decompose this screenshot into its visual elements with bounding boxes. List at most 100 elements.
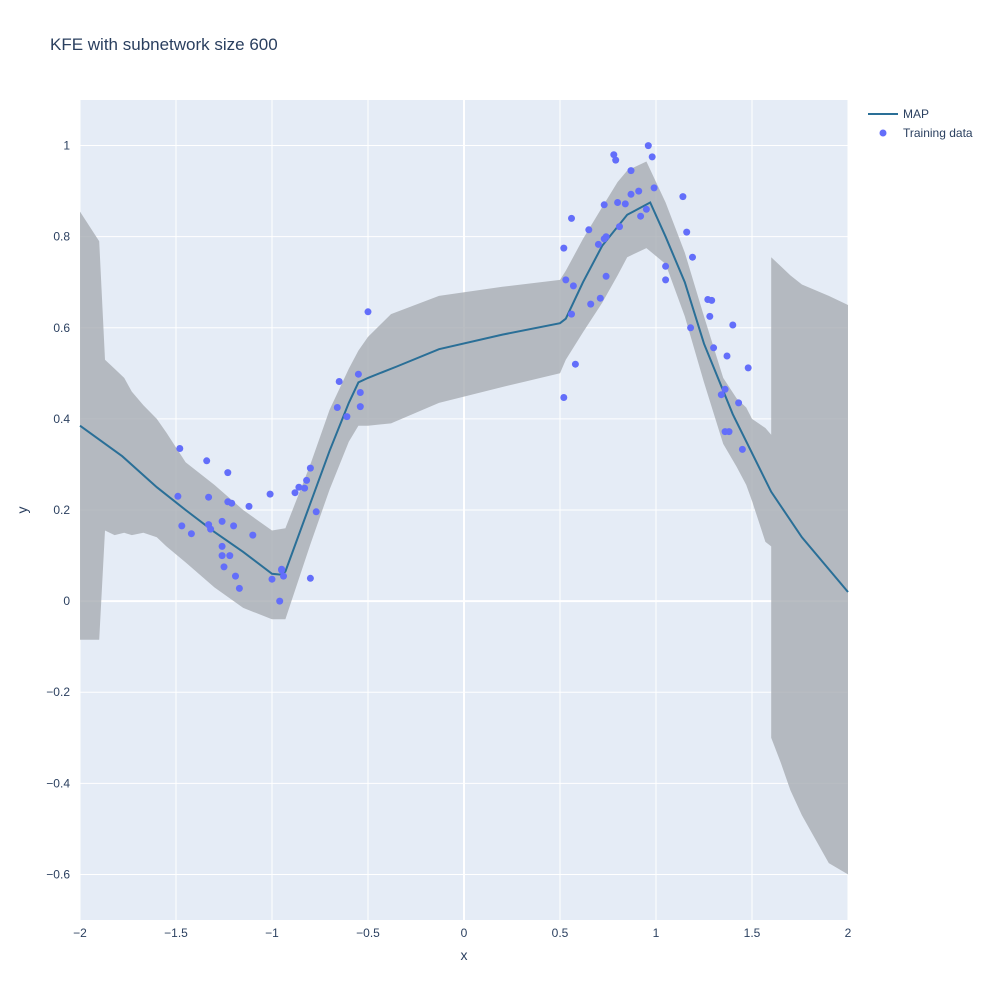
- training-data-point: [637, 212, 645, 220]
- training-data-point: [717, 391, 725, 399]
- y-tick-label: 1: [63, 139, 70, 153]
- legend-training-data-label: Training data: [903, 126, 973, 140]
- training-data-point: [301, 484, 309, 492]
- training-data-point: [218, 552, 226, 560]
- training-data-point: [710, 344, 718, 352]
- training-data-point: [218, 542, 226, 550]
- training-data-point: [187, 530, 195, 538]
- y-tick-label: −0.4: [46, 776, 70, 790]
- training-data-point: [744, 364, 752, 372]
- training-data-point: [644, 142, 652, 150]
- y-tick-label: −0.6: [46, 867, 70, 881]
- training-data-point: [616, 223, 623, 231]
- uncertainty-band: [80, 161, 848, 875]
- training-data-point: [602, 272, 610, 280]
- training-data-point: [333, 404, 341, 411]
- training-data-point: [249, 531, 257, 539]
- y-tick-label: 0.2: [53, 503, 70, 517]
- training-data-point: [642, 205, 650, 213]
- training-data-point: [218, 517, 226, 525]
- training-data-point: [706, 312, 714, 320]
- legend[interactable]: MAP Training data: [868, 107, 973, 140]
- training-data-point: [295, 483, 303, 491]
- y-tick-label: 0.8: [53, 230, 70, 244]
- training-data-point: [585, 226, 593, 234]
- training-data-point: [245, 502, 253, 510]
- training-data-point: [708, 296, 716, 304]
- legend-map-label: MAP: [903, 107, 929, 121]
- training-data-point: [687, 324, 695, 332]
- training-data-point: [224, 469, 232, 477]
- training-data-point: [280, 572, 287, 580]
- x-tick-label: −0.5: [356, 926, 380, 940]
- y-tick-label: 0: [63, 594, 70, 608]
- training-data-point: [343, 413, 351, 421]
- y-tick-label: 0.4: [53, 412, 70, 426]
- x-tick-label: 1: [653, 926, 660, 940]
- training-data-point: [364, 308, 372, 316]
- y-axis-label: y: [14, 507, 30, 514]
- training-points-layer: [174, 142, 752, 605]
- training-data-point: [621, 200, 629, 208]
- training-data-point: [594, 240, 602, 248]
- x-axis-label: x: [461, 947, 468, 963]
- y-axis-ticks: −0.6 −0.4 −0.2 0 0.2 0.4 0.6 0.8 1: [46, 139, 70, 882]
- training-data-point: [356, 403, 364, 411]
- training-data-point: [600, 201, 608, 209]
- training-data-point: [178, 522, 186, 530]
- training-data-point: [587, 300, 595, 308]
- y-tick-label: 0.6: [53, 321, 70, 335]
- training-data-point: [205, 493, 213, 501]
- training-data-point: [662, 262, 670, 270]
- training-data-point: [569, 282, 577, 290]
- training-data-point: [354, 370, 362, 378]
- training-data-point: [738, 445, 746, 453]
- grid: [79, 100, 849, 920]
- chart-title: KFE with subnetwork size 600: [50, 35, 278, 54]
- training-data-point: [725, 428, 733, 436]
- training-data-point: [679, 193, 687, 201]
- x-axis-ticks: −2 −1.5 −1 −0.5 0 0.5 1 1.5 2: [73, 926, 852, 940]
- legend-training-data-swatch: [879, 129, 887, 137]
- training-data-point: [228, 499, 236, 507]
- x-tick-label: −1: [265, 926, 279, 940]
- training-data-point: [303, 476, 311, 484]
- training-data-point: [203, 457, 211, 465]
- training-data-point: [662, 276, 670, 284]
- training-data-point: [174, 492, 182, 500]
- training-data-point: [729, 321, 737, 329]
- training-data-point: [230, 522, 238, 530]
- x-tick-label: −2: [73, 926, 87, 940]
- training-data-point: [562, 276, 570, 284]
- training-data-point: [614, 199, 622, 206]
- training-data-point: [207, 525, 215, 533]
- training-data-point: [266, 490, 274, 498]
- map-line-layer: [79, 201, 849, 593]
- training-data-point: [276, 597, 284, 605]
- training-data-point: [220, 563, 228, 571]
- training-data-point: [612, 156, 620, 164]
- training-data-point: [627, 167, 635, 175]
- training-data-point: [721, 385, 729, 393]
- x-tick-label: 1.5: [744, 926, 761, 940]
- training-data-point: [268, 575, 276, 583]
- legend-item-map[interactable]: MAP: [868, 107, 929, 121]
- training-data-point: [689, 253, 696, 261]
- training-data-point: [306, 574, 314, 582]
- training-data-point: [335, 378, 343, 385]
- training-data-point: [571, 360, 579, 368]
- training-data-point: [723, 352, 731, 360]
- legend-item-training-data[interactable]: Training data: [879, 126, 973, 140]
- training-data-point: [560, 394, 568, 401]
- x-tick-label: 0: [461, 926, 468, 940]
- training-data-point: [235, 584, 243, 592]
- training-data-point: [568, 310, 575, 318]
- map-line: [79, 201, 849, 593]
- training-data-point: [312, 508, 320, 516]
- training-data-point: [610, 151, 618, 159]
- training-data-point: [176, 445, 184, 452]
- x-tick-label: 0.5: [552, 926, 569, 940]
- x-tick-label: 2: [845, 926, 852, 940]
- training-data-point: [560, 244, 568, 252]
